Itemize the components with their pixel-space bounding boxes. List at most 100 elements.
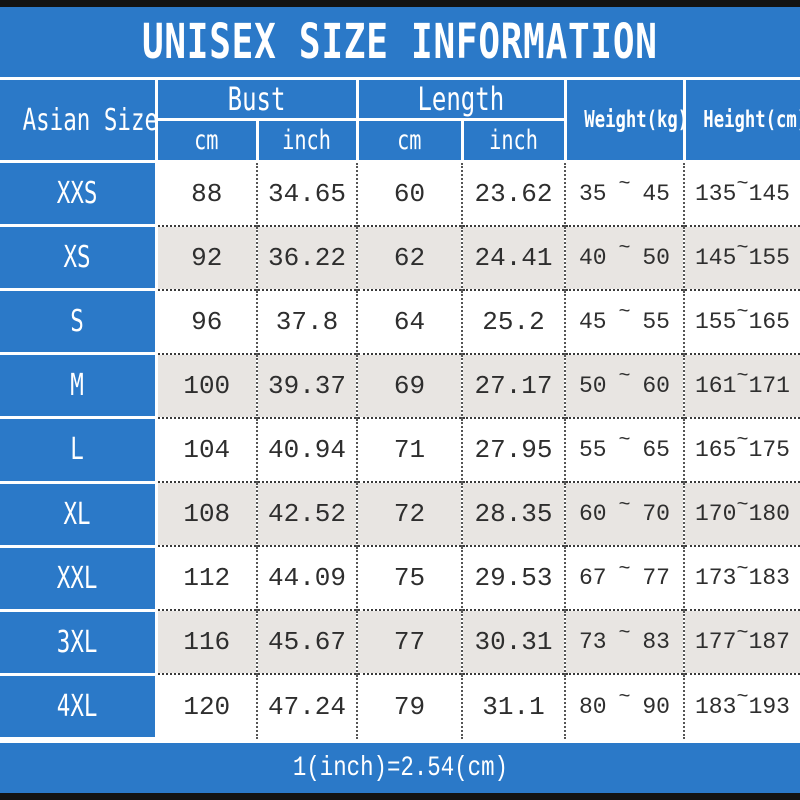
length-inch-cell: 28.35 bbox=[461, 481, 565, 547]
tilde-separator: ~ bbox=[736, 365, 749, 389]
bust-inch-unit-label: inch bbox=[282, 125, 332, 156]
size-value: L bbox=[70, 432, 85, 468]
column-header-height: Height(cm) bbox=[682, 77, 800, 163]
length-cm-unit-label: cm bbox=[397, 125, 422, 156]
height-min: 170 bbox=[695, 501, 737, 528]
tilde-separator: ~ bbox=[618, 686, 631, 710]
subheader-bust-cm: cm bbox=[154, 118, 259, 163]
weight-min: 40 bbox=[579, 244, 607, 271]
column-header-asian-size: Asian Size bbox=[0, 77, 158, 163]
height-min: 161 bbox=[695, 372, 737, 399]
table-row-3xl: 3XL 116 45.67 77 30.31 73 ~83 177 ~187 bbox=[0, 608, 800, 676]
bottom-edge-bar bbox=[0, 793, 800, 800]
height-label: Height(cm) bbox=[702, 107, 800, 133]
height-range-cell: 173 ~183 bbox=[683, 545, 800, 611]
bust-inch-cell: 36.22 bbox=[256, 224, 357, 290]
bust-cm-cell: 120 bbox=[156, 673, 257, 739]
subheader-length-inch: inch bbox=[460, 118, 567, 163]
weight-label: Weight(kg) bbox=[583, 107, 684, 133]
column-header-weight: Weight(kg) bbox=[563, 77, 686, 163]
tilde-separator: ~ bbox=[736, 686, 749, 710]
tilde-separator: ~ bbox=[618, 237, 631, 261]
bust-inch-cell: 45.67 bbox=[256, 609, 357, 675]
tilde-separator: ~ bbox=[618, 301, 631, 325]
length-inch-cell: 27.95 bbox=[461, 416, 565, 483]
size-table-header: Asian Size Bust Length Weight(kg) Height… bbox=[0, 77, 800, 163]
subheader-length-cm: cm bbox=[355, 118, 464, 163]
size-table-body: XXS 88 34.65 60 23.62 35 ~45 135 ~145 XS 9… bbox=[0, 159, 800, 741]
size-value: XXS bbox=[56, 176, 98, 212]
size-value: 3XL bbox=[56, 624, 98, 660]
header-unit-row: cm inch cm inch bbox=[0, 118, 800, 163]
bust-inch-cell: 39.37 bbox=[256, 352, 357, 418]
subheader-bust-inch: inch bbox=[255, 118, 359, 163]
height-min: 165 bbox=[695, 436, 737, 463]
length-inch-cell: 23.62 bbox=[461, 161, 565, 226]
column-header-length: Length bbox=[355, 77, 567, 121]
tilde-separator: ~ bbox=[618, 429, 631, 453]
length-cm-cell: 69 bbox=[356, 352, 462, 418]
size-value: XXL bbox=[56, 560, 98, 596]
weight-max: 90 bbox=[642, 693, 670, 720]
weight-min: 50 bbox=[579, 372, 607, 399]
size-value: S bbox=[70, 304, 85, 340]
table-row-xl: XL 108 42.52 72 28.35 60 ~70 170 ~180 bbox=[0, 480, 800, 548]
tilde-separator: ~ bbox=[736, 621, 749, 645]
tilde-separator: ~ bbox=[736, 301, 749, 325]
size-value: XS bbox=[63, 240, 91, 276]
height-max: 175 bbox=[748, 436, 790, 463]
weight-max: 50 bbox=[642, 244, 670, 271]
bust-inch-cell: 37.8 bbox=[256, 288, 357, 354]
length-cm-cell: 60 bbox=[356, 161, 462, 226]
bust-inch-cell: 47.24 bbox=[256, 673, 357, 739]
weight-range-cell: 35 ~45 bbox=[564, 161, 684, 226]
weight-min: 45 bbox=[579, 308, 607, 335]
bust-cm-unit-label: cm bbox=[194, 125, 219, 156]
table-row-l: L 104 40.94 71 27.95 55 ~65 165 ~175 bbox=[0, 416, 800, 484]
table-row-xxl: XXL 112 44.09 75 29.53 67 ~77 173 ~183 bbox=[0, 544, 800, 612]
size-cell: 4XL bbox=[0, 672, 158, 741]
bust-cm-cell: 108 bbox=[156, 481, 257, 547]
weight-max: 65 bbox=[642, 436, 670, 463]
size-table: Asian Size Bust Length Weight(kg) Height… bbox=[0, 77, 800, 741]
length-inch-cell: 30.31 bbox=[461, 609, 565, 675]
bust-inch-cell: 44.09 bbox=[256, 545, 357, 611]
bust-inch-cell: 34.65 bbox=[256, 161, 357, 226]
bust-cm-cell: 96 bbox=[156, 288, 257, 354]
weight-min: 73 bbox=[579, 629, 607, 656]
weight-range-cell: 50 ~60 bbox=[564, 352, 684, 418]
height-min: 155 bbox=[695, 308, 737, 335]
height-max: 145 bbox=[748, 180, 790, 207]
table-row-xxs: XXS 88 34.65 60 23.62 35 ~45 135 ~145 bbox=[0, 159, 800, 228]
bust-cm-cell: 116 bbox=[156, 609, 257, 675]
length-inch-unit-label: inch bbox=[489, 125, 538, 156]
conversion-note: 1(inch)=2.54(cm) bbox=[292, 752, 508, 784]
height-max: 187 bbox=[748, 629, 790, 656]
height-max: 171 bbox=[748, 372, 790, 399]
header-group-row: Asian Size Bust Length Weight(kg) Height… bbox=[0, 77, 800, 163]
weight-min: 67 bbox=[579, 565, 607, 592]
weight-range-cell: 40 ~50 bbox=[564, 224, 684, 290]
height-min: 177 bbox=[695, 629, 737, 656]
height-max: 183 bbox=[748, 565, 790, 592]
weight-min: 55 bbox=[579, 436, 607, 463]
length-cm-cell: 75 bbox=[356, 545, 462, 611]
weight-min: 60 bbox=[579, 501, 607, 528]
height-max: 165 bbox=[748, 308, 790, 335]
height-min: 183 bbox=[695, 693, 737, 720]
weight-range-cell: 45 ~55 bbox=[564, 288, 684, 354]
size-value: 4XL bbox=[56, 688, 98, 724]
table-row-m: M 100 39.37 69 27.17 50 ~60 161 ~171 bbox=[0, 352, 800, 420]
tilde-separator: ~ bbox=[736, 173, 749, 197]
title-banner: UNISEX SIZE INFORMATION bbox=[0, 7, 800, 77]
column-header-bust: Bust bbox=[154, 77, 359, 121]
height-range-cell: 177 ~187 bbox=[683, 609, 800, 675]
length-inch-cell: 24.41 bbox=[461, 224, 565, 290]
weight-max: 70 bbox=[642, 501, 670, 528]
size-value: M bbox=[70, 368, 85, 404]
height-max: 180 bbox=[748, 501, 790, 528]
conversion-note-band: 1(inch)=2.54(cm) bbox=[0, 740, 800, 793]
bust-inch-cell: 40.94 bbox=[256, 416, 357, 483]
length-cm-cell: 72 bbox=[356, 481, 462, 547]
size-value: XL bbox=[63, 496, 91, 532]
